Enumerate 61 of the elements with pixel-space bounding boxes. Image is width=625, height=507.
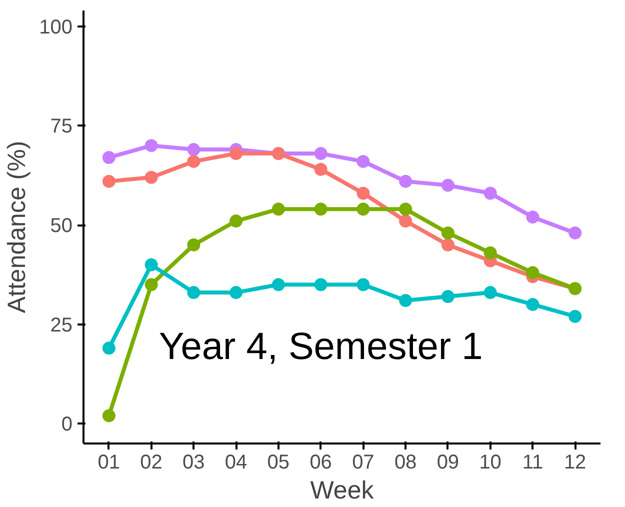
point — [144, 170, 158, 184]
x-tick-label: 06 — [310, 452, 332, 474]
point — [526, 210, 540, 224]
point — [399, 294, 412, 307]
point — [568, 226, 582, 240]
annotation: Year 4, Semester 1 — [158, 326, 483, 368]
point — [441, 238, 454, 252]
y-tick-label: 100 — [39, 16, 73, 38]
point — [102, 150, 116, 164]
point — [102, 409, 116, 422]
x-tick-label: 12 — [564, 452, 586, 474]
point — [356, 278, 370, 292]
x-tick-label: 01 — [98, 452, 120, 474]
point — [399, 214, 412, 228]
y-tick-label: 25 — [50, 314, 73, 336]
point — [356, 186, 370, 200]
x-tick-label: 03 — [182, 452, 205, 474]
point — [102, 342, 116, 355]
x-tick-label: 04 — [224, 452, 248, 474]
point — [484, 286, 497, 300]
x-tick-label: 07 — [352, 452, 374, 474]
point — [484, 246, 497, 260]
point — [356, 202, 370, 216]
point — [187, 143, 200, 156]
point — [187, 154, 200, 168]
point — [356, 154, 370, 168]
x-tick-label: 10 — [479, 452, 502, 474]
point — [314, 147, 328, 160]
point — [526, 266, 540, 280]
y-tick-label: 0 — [61, 414, 72, 436]
point — [187, 286, 200, 300]
x-tick-label: 02 — [140, 452, 162, 474]
point — [230, 286, 243, 300]
y-tick-label: 50 — [50, 215, 73, 238]
point — [441, 178, 454, 192]
point — [102, 174, 116, 188]
point — [144, 139, 158, 152]
x-axis-title: Week — [310, 476, 374, 504]
point — [441, 226, 454, 240]
x-tick-label: 05 — [267, 452, 290, 474]
y-axis-title: Attendance (%) — [3, 140, 32, 314]
x-tick-label: 11 — [522, 452, 544, 474]
point — [484, 186, 497, 200]
y-tick-label: 75 — [50, 116, 73, 138]
point — [144, 258, 158, 272]
point — [314, 202, 328, 216]
point — [230, 147, 243, 160]
point — [399, 174, 412, 188]
point — [399, 202, 412, 216]
point — [272, 278, 285, 292]
point — [441, 290, 454, 304]
point — [272, 202, 285, 216]
point — [314, 162, 328, 176]
point — [526, 298, 540, 311]
x-tick-label: 08 — [394, 452, 417, 474]
point — [314, 278, 328, 292]
point — [230, 214, 243, 228]
point — [144, 278, 158, 292]
point — [568, 310, 582, 323]
x-tick-label: 09 — [436, 452, 460, 474]
point — [187, 238, 200, 252]
